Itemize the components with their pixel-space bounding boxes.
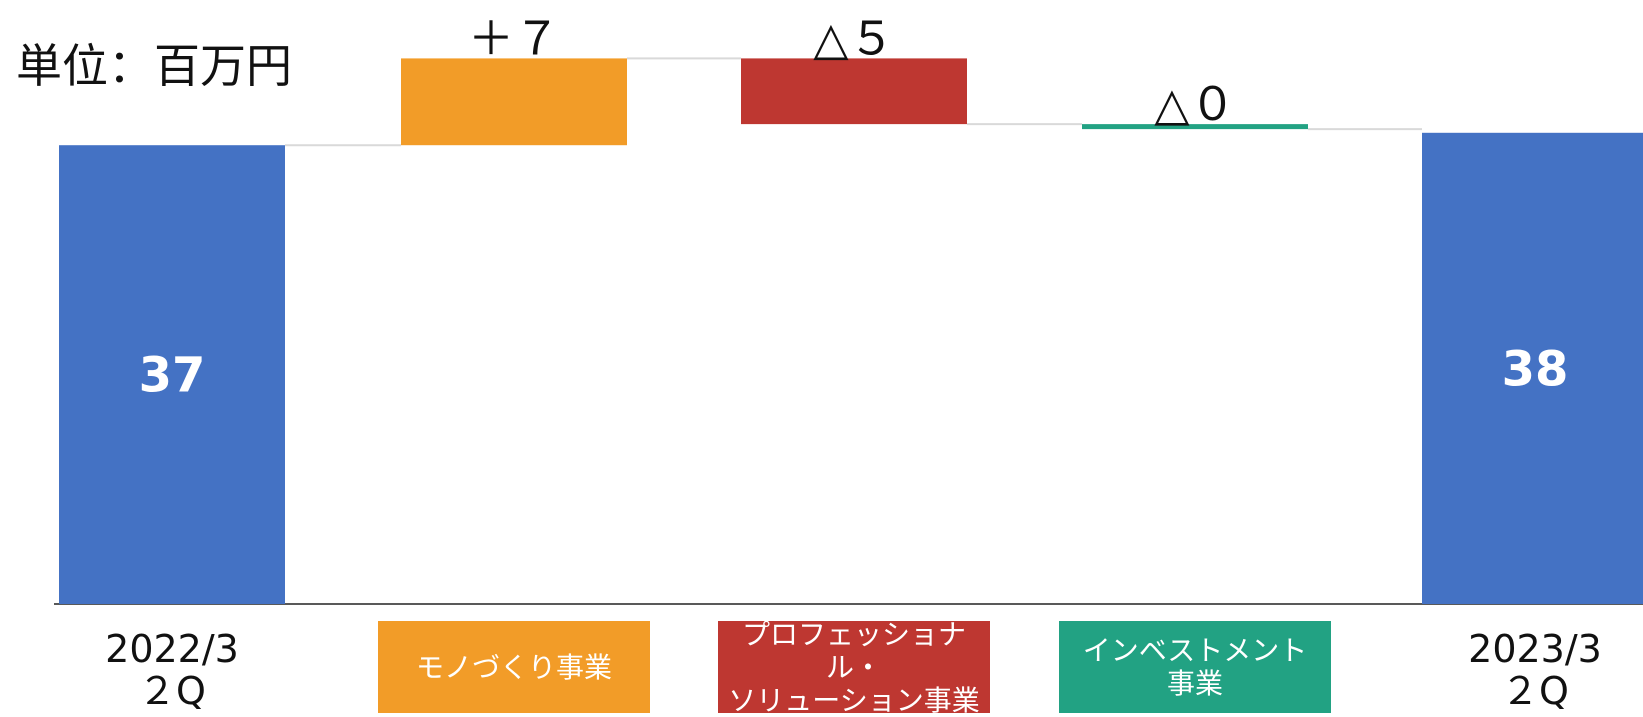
delta-bar xyxy=(741,58,967,125)
bar-value-label: 37 xyxy=(139,348,206,404)
unit-label: 単位：百万円 xyxy=(16,39,292,93)
total-bar xyxy=(1422,132,1643,605)
segment-label-box: モノづくり事業 xyxy=(378,621,650,713)
delta-bar xyxy=(1082,124,1308,130)
delta-value-label: △０ xyxy=(1154,77,1235,131)
delta-value-label: △５ xyxy=(813,11,894,65)
total-bar xyxy=(59,145,285,604)
delta-bar xyxy=(401,58,627,146)
x-tick-label: 2022/3 ２Q xyxy=(105,627,239,713)
delta-value-label: ＋７ xyxy=(468,11,560,65)
segment-label-box: インベストメント 事業 xyxy=(1059,621,1331,713)
bar-value-label: 38 xyxy=(1502,341,1569,397)
segment-label-box: プロフェッショナル・ ソリューション事業 xyxy=(718,618,990,717)
x-tick-label: 2023/3 ２Q xyxy=(1468,627,1602,713)
